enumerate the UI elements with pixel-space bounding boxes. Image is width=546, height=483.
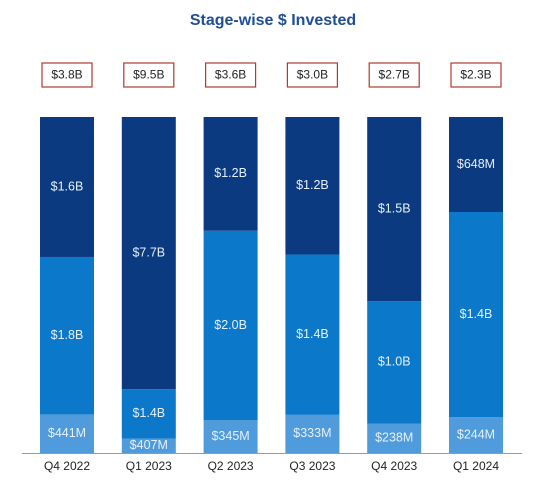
value-label: $407M [130, 438, 168, 452]
total-box [368, 62, 420, 88]
total-box [286, 62, 338, 88]
value-label: $333M [293, 426, 331, 440]
bar-segment [121, 389, 176, 439]
value-label: $648M [457, 157, 495, 171]
total-label: $9.5B [133, 68, 164, 82]
bar-segment [449, 117, 503, 212]
x-tick-label: Q4 2023 [371, 459, 417, 473]
value-label: $1.5B [378, 201, 411, 215]
value-label: $345M [211, 429, 249, 443]
total-box [205, 62, 257, 88]
bar-segment [203, 117, 258, 231]
bar-segment [285, 117, 340, 255]
bar-segment [367, 423, 422, 453]
bar-segment [285, 254, 340, 415]
x-tick-label: Q3 2023 [289, 459, 335, 473]
bar-segment [449, 211, 503, 418]
bar-segment [203, 230, 258, 421]
value-label: $244M [457, 427, 495, 441]
value-label: $1.2B [214, 166, 247, 180]
total-label: $3.0B [297, 68, 328, 82]
total-label: $2.3B [460, 68, 491, 82]
total-label: $2.7B [379, 68, 410, 82]
bar-segment [40, 117, 94, 257]
bar-segment [40, 414, 94, 453]
value-label: $1.4B [296, 327, 329, 341]
total-box [41, 62, 93, 88]
total-label: $3.6B [215, 68, 246, 82]
value-label: $2.0B [214, 318, 247, 332]
total-box [450, 62, 502, 88]
value-label: $1.0B [378, 355, 411, 369]
chart-title: Stage-wise $ Invested [190, 12, 356, 29]
bar-segment [40, 256, 94, 415]
value-label: $441M [48, 426, 86, 440]
value-label: $1.4B [132, 406, 165, 420]
bar-segment [203, 420, 258, 453]
bar-segment [367, 117, 422, 302]
value-label: $1.8B [51, 328, 84, 342]
value-label: $1.6B [51, 179, 84, 193]
value-label: $238M [375, 431, 413, 445]
bar-segment [449, 417, 503, 453]
x-tick-label: Q2 2023 [208, 459, 254, 473]
value-label: $1.4B [460, 307, 493, 321]
total-label: $3.8B [51, 68, 82, 82]
value-label: $1.2B [296, 178, 329, 192]
x-tick-label: Q4 2022 [44, 459, 90, 473]
x-tick-label: Q1 2024 [453, 459, 499, 473]
total-box [123, 62, 175, 88]
x-tick-label: Q1 2023 [126, 459, 172, 473]
bar-segment [121, 438, 176, 453]
bar-segment [121, 117, 176, 390]
bar-segment [285, 414, 340, 453]
bar-segment [367, 301, 422, 424]
value-label: $7.7B [132, 245, 165, 259]
